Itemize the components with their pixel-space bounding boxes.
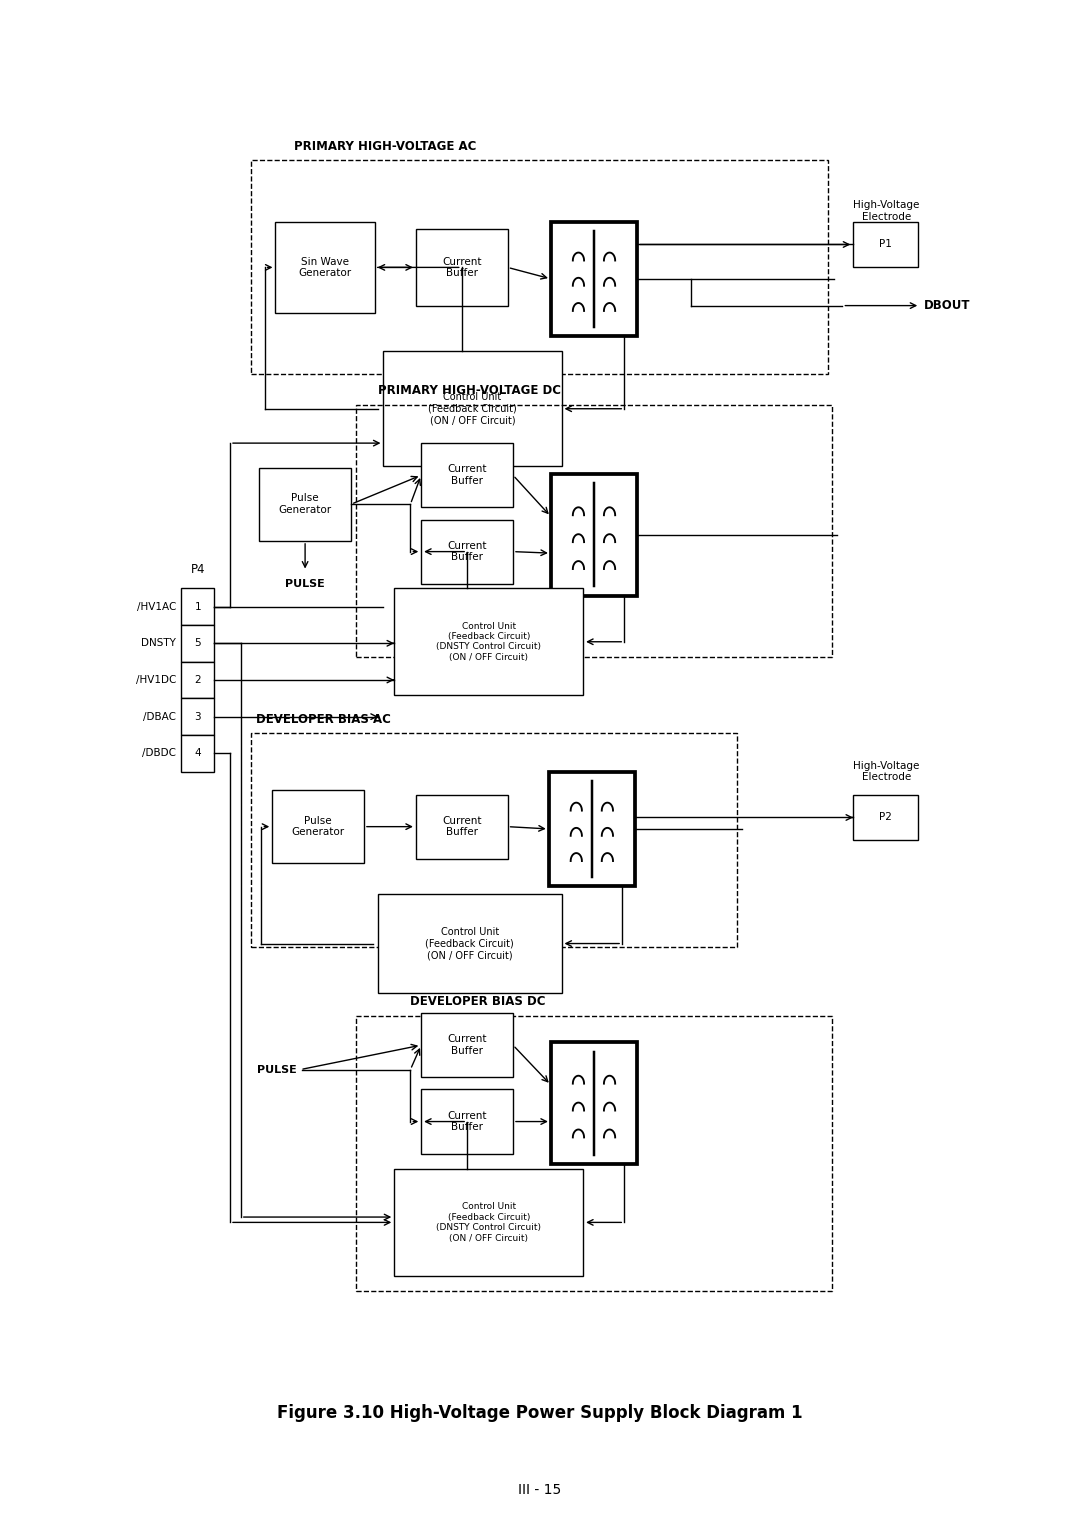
Bar — [853, 795, 918, 840]
Bar — [181, 662, 214, 698]
Text: Pulse
Generator: Pulse Generator — [292, 816, 345, 837]
Text: PULSE: PULSE — [257, 1065, 297, 1074]
Text: DNSTY: DNSTY — [141, 639, 176, 648]
Bar — [551, 474, 637, 596]
Text: Current
Buffer: Current Buffer — [447, 1034, 487, 1056]
Text: Control Unit
(Feedback Circuit)
(ON / OFF Circuit): Control Unit (Feedback Circuit) (ON / OF… — [426, 927, 514, 960]
Bar — [421, 1013, 513, 1077]
Bar — [551, 1042, 637, 1164]
Text: /DBAC: /DBAC — [143, 712, 176, 721]
Text: Figure 3.10 High-Voltage Power Supply Block Diagram 1: Figure 3.10 High-Voltage Power Supply Bl… — [278, 1404, 802, 1423]
Text: PRIMARY HIGH-VOLTAGE DC: PRIMARY HIGH-VOLTAGE DC — [378, 384, 561, 397]
Bar — [549, 772, 635, 886]
Bar — [181, 625, 214, 662]
Text: III - 15: III - 15 — [518, 1482, 562, 1497]
Text: 4: 4 — [194, 749, 201, 758]
Bar — [181, 698, 214, 735]
Text: Control Unit
(Feedback Circuit)
(DNSTY Control Circuit)
(ON / OFF Circuit): Control Unit (Feedback Circuit) (DNSTY C… — [436, 1203, 541, 1242]
Text: P2: P2 — [879, 813, 892, 822]
Bar — [378, 894, 562, 993]
Bar — [275, 222, 375, 313]
Text: 5: 5 — [194, 639, 201, 648]
Text: Sin Wave
Generator: Sin Wave Generator — [298, 257, 352, 278]
Bar — [181, 588, 214, 625]
Bar — [421, 520, 513, 584]
Text: Current
Buffer: Current Buffer — [442, 816, 482, 837]
Text: Current
Buffer: Current Buffer — [447, 541, 487, 562]
Bar — [356, 405, 832, 657]
Text: 2: 2 — [194, 675, 201, 685]
Bar — [551, 222, 637, 336]
Text: Control Unit
(Feedback Circuit)
(DNSTY Control Circuit)
(ON / OFF Circuit): Control Unit (Feedback Circuit) (DNSTY C… — [436, 622, 541, 662]
Text: 3: 3 — [194, 712, 201, 721]
Bar — [272, 790, 364, 863]
Bar — [416, 229, 508, 306]
Text: PULSE: PULSE — [285, 579, 325, 590]
Text: Current
Buffer: Current Buffer — [447, 1111, 487, 1132]
Text: Control Unit
(Feedback Circuit)
(ON / OFF Circuit): Control Unit (Feedback Circuit) (ON / OF… — [428, 393, 517, 425]
Bar — [259, 468, 351, 541]
Bar — [251, 160, 828, 374]
Bar — [394, 1169, 583, 1276]
Bar — [356, 1016, 832, 1291]
Text: /DBDC: /DBDC — [143, 749, 176, 758]
Text: DEVELOPER BIAS DC: DEVELOPER BIAS DC — [410, 995, 545, 1008]
Bar — [383, 351, 562, 466]
Text: P4: P4 — [190, 562, 205, 576]
Text: High-Voltage
Electrode: High-Voltage Electrode — [853, 761, 919, 782]
Text: /HV1DC: /HV1DC — [136, 675, 176, 685]
Bar — [416, 795, 508, 859]
Bar — [181, 735, 214, 772]
Bar — [421, 1089, 513, 1154]
Bar — [251, 733, 737, 947]
Text: PRIMARY HIGH-VOLTAGE AC: PRIMARY HIGH-VOLTAGE AC — [294, 139, 476, 153]
Text: DBOUT: DBOUT — [923, 299, 970, 312]
Bar — [853, 222, 918, 267]
Text: DEVELOPER BIAS AC: DEVELOPER BIAS AC — [256, 712, 391, 726]
Text: P1: P1 — [879, 240, 892, 249]
Bar — [394, 588, 583, 695]
Text: 1: 1 — [194, 602, 201, 611]
Text: Pulse
Generator: Pulse Generator — [279, 494, 332, 515]
Text: Current
Buffer: Current Buffer — [442, 257, 482, 278]
Text: Current
Buffer: Current Buffer — [447, 465, 487, 486]
Bar — [421, 443, 513, 507]
Text: /HV1AC: /HV1AC — [137, 602, 176, 611]
Text: High-Voltage
Electrode: High-Voltage Electrode — [853, 200, 919, 222]
